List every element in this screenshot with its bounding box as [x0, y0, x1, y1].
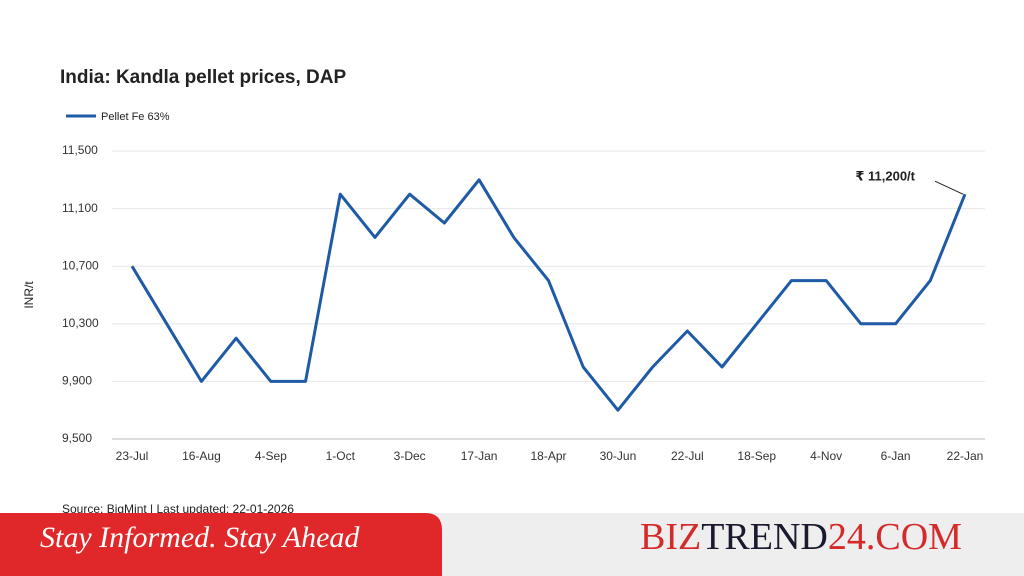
y-tick-label: 11,100: [62, 201, 98, 215]
x-tick-label: 4-Nov: [810, 449, 842, 463]
x-tick-label: 16-Aug: [182, 449, 221, 463]
brand-part: BIZ: [640, 516, 701, 558]
x-tick-label: 4-Sep: [255, 449, 287, 463]
legend-label: Pellet Fe 63%: [101, 111, 170, 123]
x-tick-label: 23-Jul: [116, 449, 149, 463]
annotation: ₹ 11,200/t: [855, 169, 915, 184]
x-tick-label: 1-Oct: [326, 449, 356, 463]
annotation-leader: [934, 180, 964, 195]
y-tick-label: 9,500: [62, 431, 92, 445]
brand: BIZTREND24.COM: [640, 516, 962, 558]
x-tick-label: 6-Jan: [881, 449, 911, 463]
x-tick-label: 30-Jun: [600, 449, 637, 463]
brand-part: 24: [828, 516, 866, 558]
brand-part: .COM: [866, 516, 962, 558]
banner-tag: [0, 513, 442, 576]
x-tick-label: 22-Jan: [947, 449, 984, 463]
source-note: Source: BigMint | Last updated: 22-01-20…: [62, 502, 294, 516]
tagline: Stay Informed. Stay Ahead: [40, 521, 360, 554]
x-tick-label: 3-Dec: [394, 449, 426, 463]
plot-area: 9,500 9,900 10,300 10,700 11,100 11,500 23-Jul…: [62, 111, 985, 463]
series-line: [130, 178, 967, 412]
x-tick-label: 17-Jan: [461, 449, 498, 463]
y-tick-label: 10,700: [62, 258, 99, 272]
y-tick-label: 10,300: [62, 316, 99, 330]
x-tick-label: 22-Jul: [671, 449, 704, 463]
y-tick-label: 11,500: [62, 143, 98, 157]
x-tick-label: 18-Apr: [530, 449, 566, 463]
y-tick-label: 9,900: [62, 374, 92, 388]
brand-part: TREND: [701, 516, 828, 558]
y-axis-label: INR/t: [22, 281, 36, 309]
chart-title: India: Kandla pellet prices, DAP: [60, 67, 346, 88]
x-tick-label: 18-Sep: [737, 449, 776, 463]
